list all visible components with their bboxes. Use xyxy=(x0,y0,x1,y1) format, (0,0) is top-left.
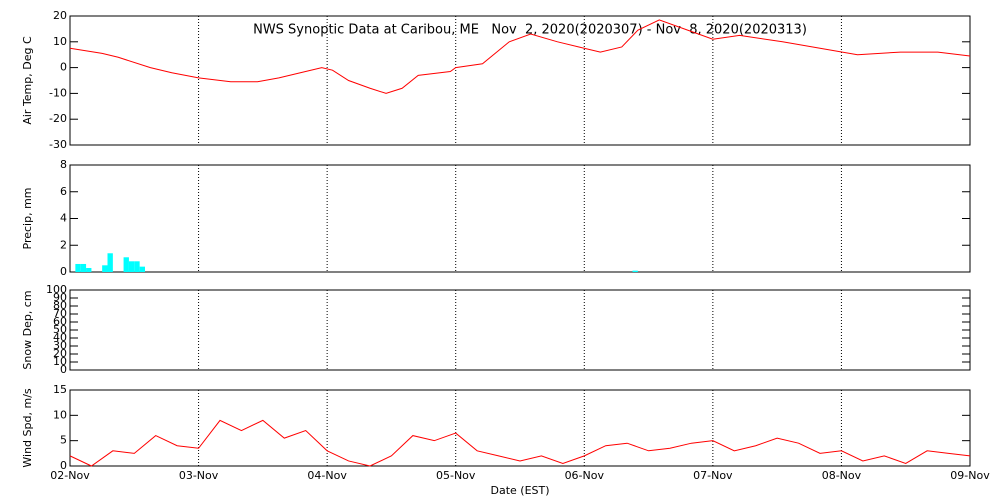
y-tick-label: 0 xyxy=(60,363,67,376)
y-tick-label: 15 xyxy=(53,383,67,396)
bar xyxy=(80,263,87,272)
y-tick-label: -20 xyxy=(49,112,67,125)
x-tick-label: 02-Nov xyxy=(50,469,90,482)
data-line xyxy=(69,19,971,94)
y-axis-label: Wind Spd, m/s xyxy=(21,388,34,468)
bar xyxy=(134,261,140,272)
x-tick-label: 04-Nov xyxy=(307,469,347,482)
y-tick-label: 8 xyxy=(60,158,67,171)
data-line xyxy=(69,419,971,467)
x-tick-label: 09-Nov xyxy=(950,469,990,482)
bar xyxy=(128,261,135,272)
y-tick-label: 100 xyxy=(46,283,67,296)
y-tick-label: 70 xyxy=(53,307,67,320)
x-tick-label: 08-Nov xyxy=(822,469,862,482)
y-tick-label: -30 xyxy=(49,138,67,151)
y-tick-label: 2 xyxy=(60,238,67,251)
y-tick-label: 30 xyxy=(53,339,67,352)
y-tick-label: 0 xyxy=(60,459,67,472)
y-tick-label: 40 xyxy=(53,331,67,344)
chart-title: NWS Synoptic Data at Caribou, ME Nov 2, … xyxy=(253,23,807,38)
y-tick-label: 20 xyxy=(53,9,67,22)
bar xyxy=(123,257,129,272)
x-tick-label: 05-Nov xyxy=(436,469,476,482)
y-tick-label: 0 xyxy=(60,61,67,74)
y-tick-label: 90 xyxy=(53,291,67,304)
y-axis-label: Air Temp, Deg C xyxy=(21,36,34,125)
y-tick-label: 4 xyxy=(60,212,67,225)
x-tick-label: 03-Nov xyxy=(179,469,219,482)
y-tick-label: -10 xyxy=(49,86,67,99)
bar xyxy=(107,253,113,272)
bar xyxy=(632,270,638,272)
bar xyxy=(75,263,81,272)
bar xyxy=(139,266,145,272)
y-tick-label: 10 xyxy=(53,355,67,368)
y-axis-label: Snow Dep, cm xyxy=(21,290,34,369)
y-tick-label: 50 xyxy=(53,323,67,336)
y-tick-label: 0 xyxy=(60,265,67,278)
panel-frame xyxy=(69,15,971,146)
y-tick-label: 10 xyxy=(53,35,67,48)
y-tick-label: 6 xyxy=(60,185,67,198)
y-tick-label: 80 xyxy=(53,299,67,312)
y-tick-label: 5 xyxy=(60,434,67,447)
panel-frame xyxy=(69,389,971,467)
y-axis-label: Precip, mm xyxy=(21,188,34,250)
y-tick-label: 20 xyxy=(53,347,67,360)
x-tick-label: 06-Nov xyxy=(565,469,605,482)
y-tick-label: 10 xyxy=(53,408,67,421)
y-tick-label: 60 xyxy=(53,315,67,328)
bar xyxy=(86,267,92,272)
bar xyxy=(102,265,108,272)
x-tick-label: 07-Nov xyxy=(693,469,733,482)
x-axis-label: Date (EST) xyxy=(490,484,549,497)
